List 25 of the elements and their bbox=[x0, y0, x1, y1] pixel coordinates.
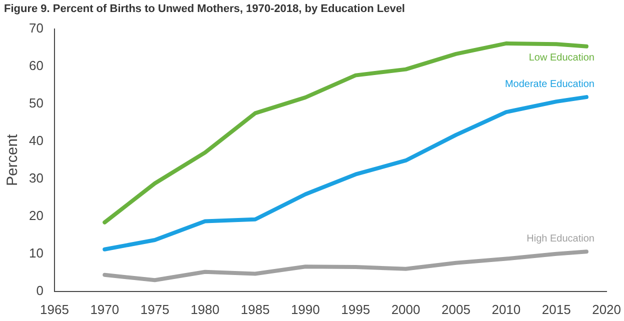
x-tick-label: 1985 bbox=[240, 302, 270, 317]
y-tick-label: 40 bbox=[28, 132, 44, 148]
series-label: High Education bbox=[526, 234, 594, 245]
x-tick-label: 2000 bbox=[391, 302, 420, 317]
x-tick-label: 1980 bbox=[190, 302, 220, 317]
y-tick-label: 60 bbox=[28, 58, 44, 73]
y-axis-title: Percent bbox=[4, 133, 22, 186]
x-tick-label: 1995 bbox=[341, 302, 370, 317]
x-tick-label: 2010 bbox=[492, 302, 521, 317]
y-tick-label: 10 bbox=[28, 245, 44, 260]
x-tick-label: 1975 bbox=[140, 302, 170, 317]
x-tick-label: 1970 bbox=[90, 302, 120, 317]
y-tick-label: 70 bbox=[28, 20, 44, 36]
y-tick-label: 30 bbox=[28, 170, 44, 186]
x-tick-label: 1990 bbox=[290, 302, 320, 317]
x-tick-label: 1965 bbox=[40, 302, 69, 317]
x-tick-label: 2005 bbox=[442, 302, 470, 317]
y-tick-label: 50 bbox=[28, 95, 44, 110]
x-tick-label: 2020 bbox=[592, 302, 621, 317]
y-tick-label: 20 bbox=[28, 208, 44, 223]
y-tick-label: 0 bbox=[36, 282, 44, 298]
series-label: Moderate Education bbox=[504, 79, 594, 90]
series-label: Low Education bbox=[528, 52, 594, 64]
chart-title: Figure 9. Percent of Births to Unwed Mothers, 1970-2018, by Education Level bbox=[4, 3, 405, 15]
x-tick-label: 2015 bbox=[542, 302, 571, 317]
